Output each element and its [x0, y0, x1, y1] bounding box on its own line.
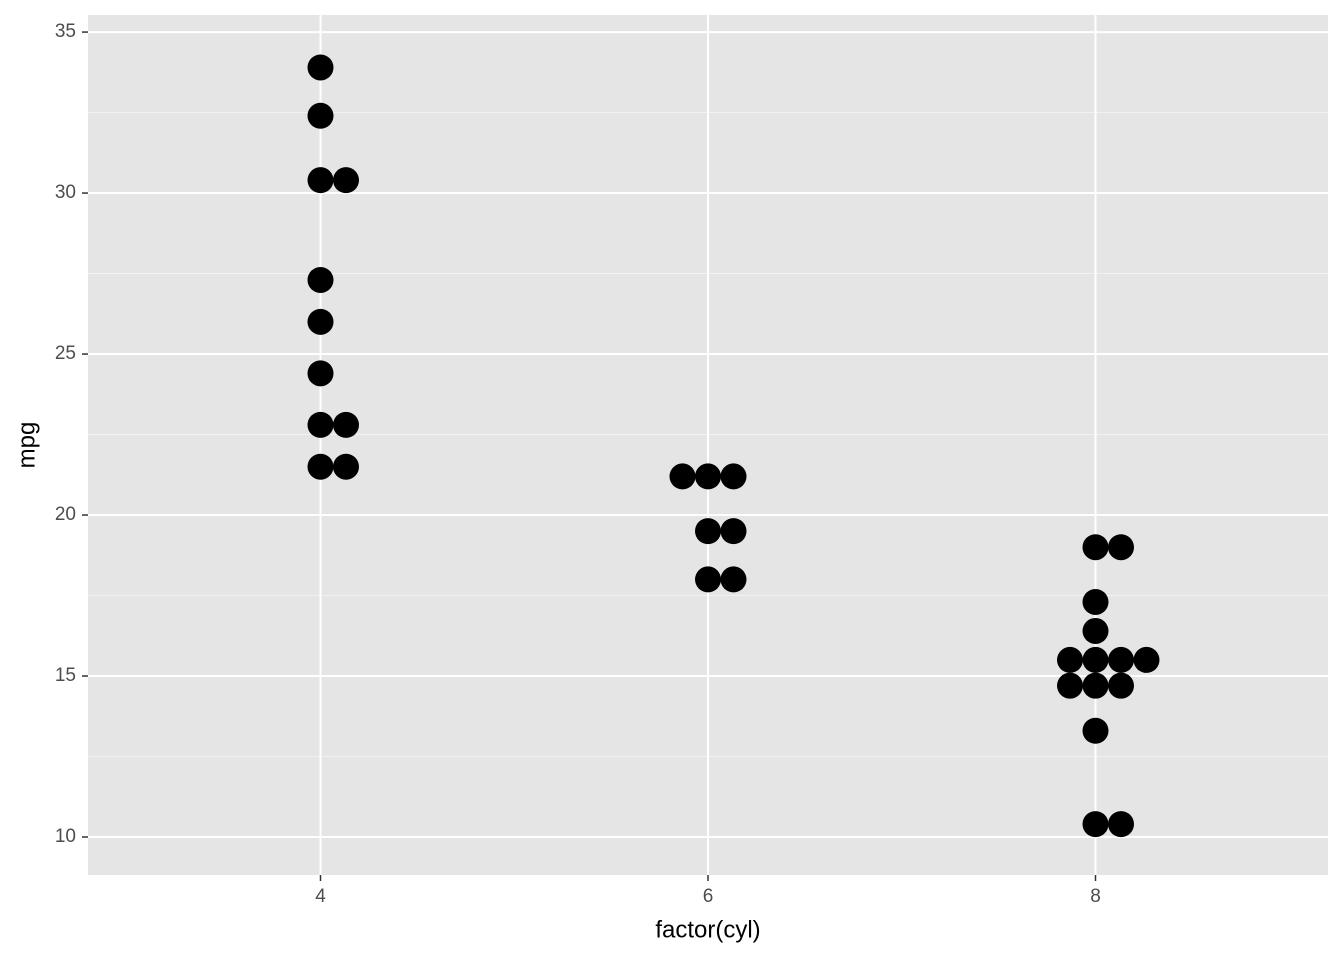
dot: [307, 308, 334, 335]
y-tick-label: 35: [55, 21, 76, 42]
dot: [1082, 717, 1109, 744]
dot: [669, 463, 696, 490]
dot: [333, 453, 359, 480]
dot: [307, 360, 334, 387]
y-tick-label: 20: [55, 504, 76, 525]
dot: [1082, 646, 1109, 673]
dot: [720, 566, 747, 593]
dot: [1057, 672, 1083, 699]
dot: [307, 266, 334, 293]
dot: [1082, 588, 1109, 615]
dot: [1082, 672, 1109, 699]
dot: [1108, 811, 1134, 838]
dot: [307, 411, 334, 438]
y-tick-label: 25: [55, 343, 76, 364]
dot: [1108, 672, 1134, 699]
dot: [695, 518, 721, 545]
x-axis-title: factor(cyl): [655, 916, 760, 943]
dot: [1108, 534, 1134, 561]
dot: [1108, 646, 1134, 673]
dot: [333, 411, 359, 438]
y-tick-label: 10: [55, 826, 76, 847]
dot: [1082, 617, 1109, 644]
dot: [1082, 811, 1109, 838]
y-tick-label: 30: [55, 182, 76, 203]
x-tick-label: 4: [315, 886, 326, 907]
dot: [1133, 646, 1160, 673]
dot: [307, 54, 334, 81]
x-tick-label: 8: [1090, 886, 1101, 907]
dot: [1082, 534, 1109, 561]
y-axis-title: mpg: [13, 422, 40, 469]
dot: [307, 453, 334, 480]
dot: [720, 518, 747, 545]
dot: [695, 463, 721, 490]
dot: [333, 167, 359, 194]
dot: [307, 167, 334, 194]
dot: [307, 102, 334, 129]
dot: [1057, 646, 1083, 673]
x-tick-label: 6: [703, 886, 714, 907]
dot: [695, 566, 721, 593]
y-tick-label: 15: [55, 665, 76, 686]
dot: [720, 463, 747, 490]
